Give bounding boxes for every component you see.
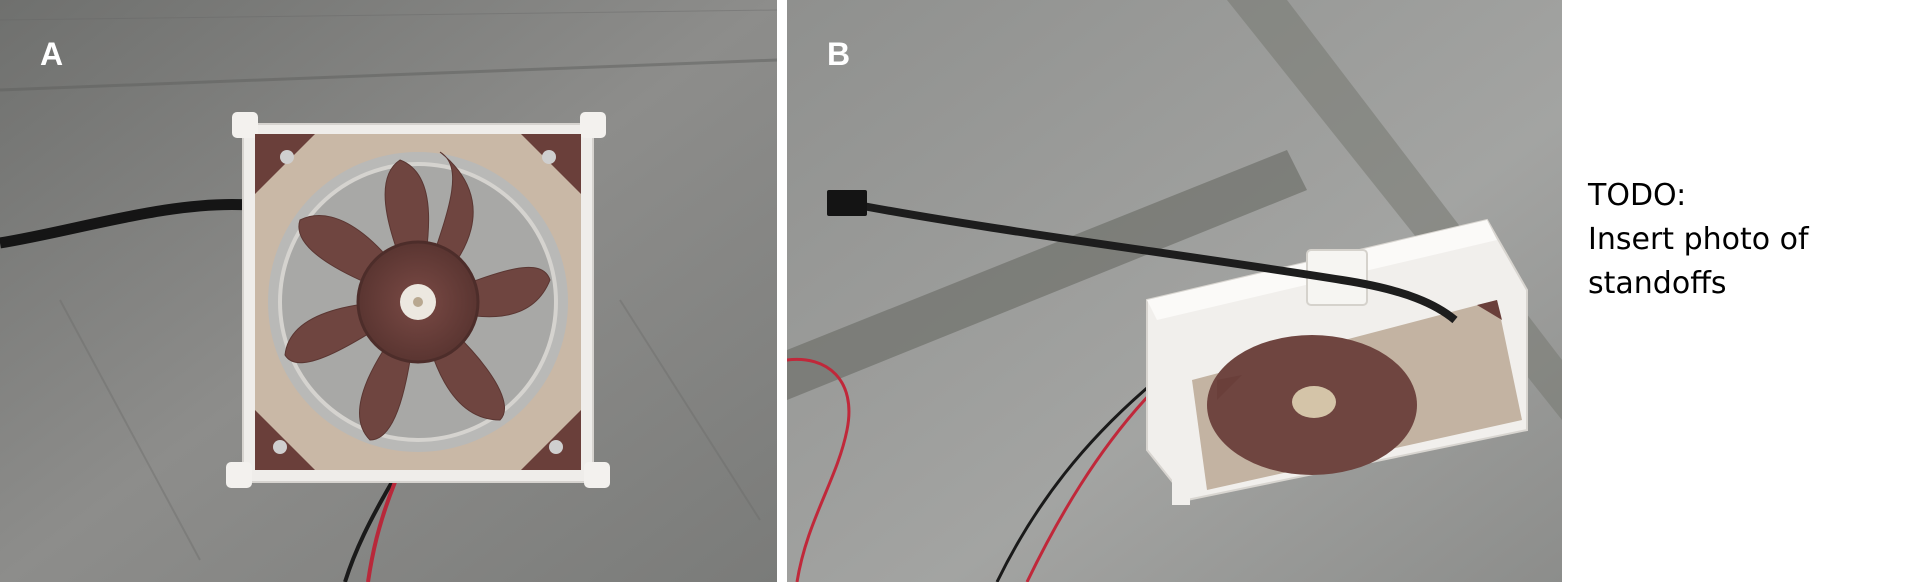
photo-panel-b: B — [787, 0, 1562, 582]
fan-cable — [846, 199, 1458, 324]
todo-note-line: TODO: — [1588, 178, 1687, 213]
red-wire — [787, 357, 851, 582]
red-wire — [366, 481, 397, 582]
todo-note-line: Insert photo of — [1588, 222, 1809, 257]
fan-angled-view-photo — [787, 0, 1562, 582]
todo-note-line: standoffs — [1588, 266, 1727, 301]
cooling-fan — [1192, 300, 1522, 490]
cooling-fan — [255, 134, 581, 470]
fan-connector — [827, 190, 867, 216]
fan-cable — [0, 198, 251, 249]
panel-label-a: A — [40, 36, 64, 72]
todo-note: TODO: Insert photo of standoffs — [1588, 174, 1809, 306]
fan-top-view-photo — [0, 0, 777, 582]
panel-label-b: B — [827, 36, 851, 72]
photo-panel-a: A — [0, 0, 777, 582]
